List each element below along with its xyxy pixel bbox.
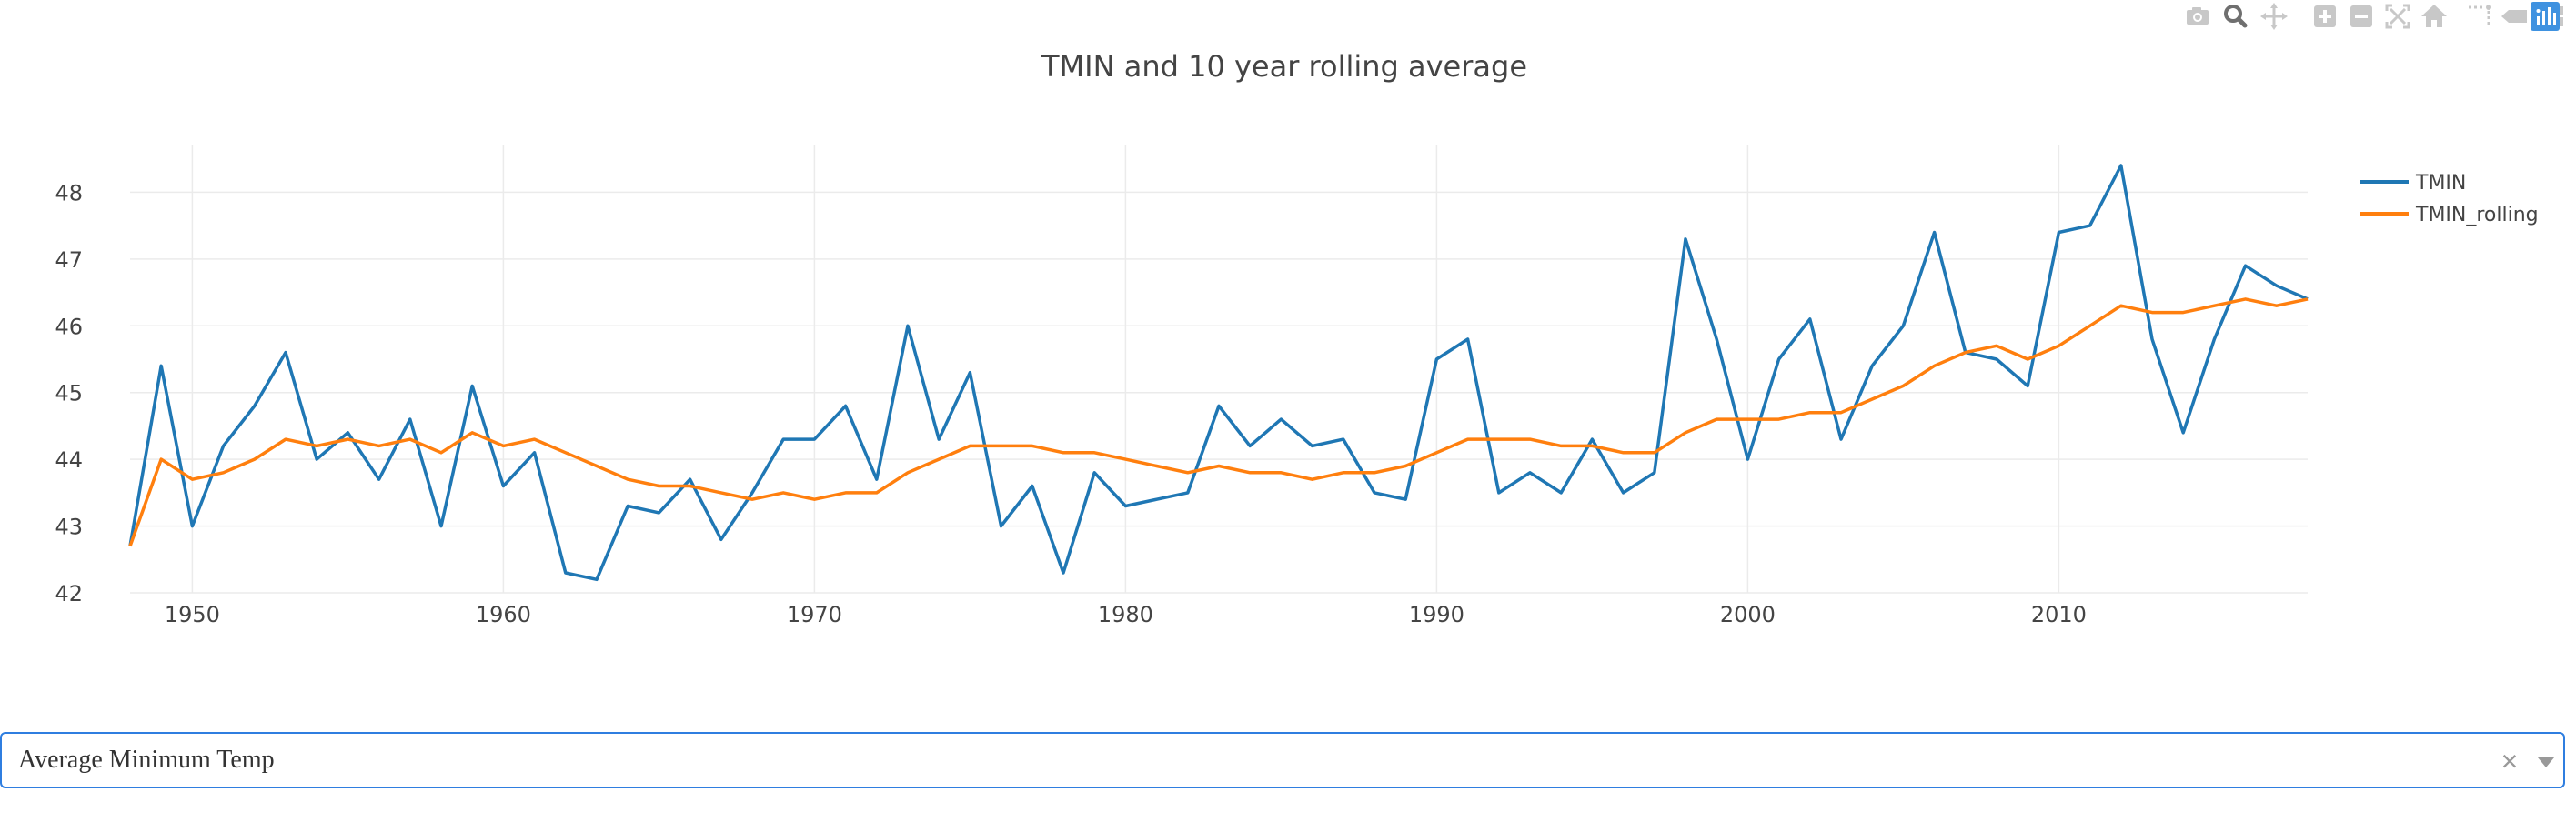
x-tick-label: 1970 [787,602,842,627]
chevron-down-icon[interactable] [2538,757,2554,767]
clear-icon[interactable]: × [2501,745,2519,777]
zoom-in-icon[interactable] [2309,0,2341,33]
x-tick-label: 1980 [1098,602,1153,627]
legend-label[interactable]: TMIN [2415,172,2466,195]
y-tick-label: 44 [55,447,83,473]
home-icon[interactable] [2418,0,2450,33]
variable-dropdown[interactable]: Average Minimum Temp × [0,732,2565,788]
x-tick-label: 2000 [1720,602,1776,627]
y-tick-label: 47 [55,247,83,273]
plotly-logo-icon[interactable] [2529,0,2561,33]
pan-icon[interactable] [2258,0,2290,33]
x-tick-label: 2010 [2031,602,2087,627]
zoom-out-icon[interactable] [2345,0,2378,33]
y-tick-label: 48 [55,180,83,206]
spike-lines-icon[interactable] [2463,0,2496,33]
autoscale-icon[interactable] [2381,0,2414,33]
series-line-tmin[interactable] [128,164,2309,582]
chart: TMIN and 10 year rolling average 4243444… [55,49,2539,627]
zoom-icon[interactable] [2219,0,2252,33]
x-tick-label: 1960 [476,602,531,627]
y-tick-label: 46 [55,314,83,339]
legend-label[interactable]: TMIN_rolling [2415,204,2539,226]
y-tick-label: 45 [55,381,83,406]
x-tick-label: 1950 [165,602,220,627]
series-line-tmin-rolling[interactable] [128,297,2309,547]
axes: 42 43 44 45 46 47 48 1950 1960 1970 1980 1990 2000 20… [55,180,2086,627]
legend: TMIN TMIN_rolling [2360,172,2539,226]
camera-icon[interactable] [2181,0,2214,33]
y-tick-label: 43 [55,515,83,540]
y-tick-label: 42 [55,581,83,606]
plot-area[interactable] [128,164,2309,582]
plot-modebar [2067,0,2576,36]
x-tick-label: 1990 [1409,602,1464,627]
hover-closest-icon[interactable] [2498,0,2531,33]
dropdown-selected-value: Average Minimum Temp [18,746,275,774]
grid [130,145,2308,594]
chart-title: TMIN and 10 year rolling average [1041,49,1527,84]
